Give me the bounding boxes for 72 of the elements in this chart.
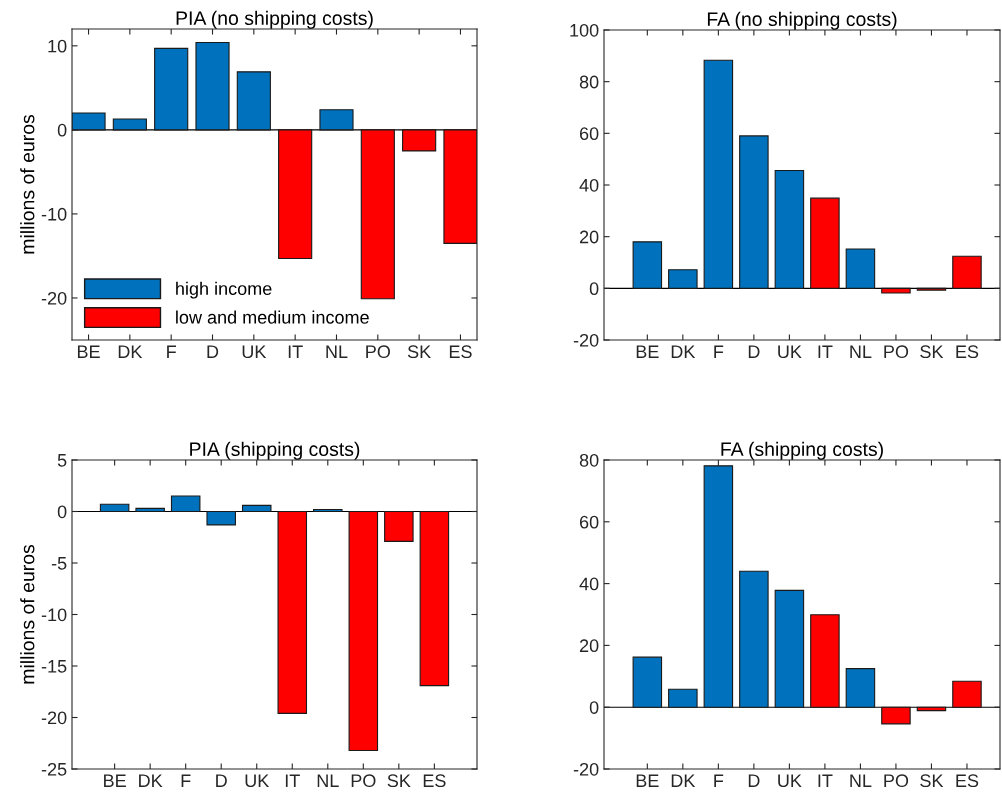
y-tick-label: 60: [579, 127, 599, 141]
x-tick-label: F: [167, 345, 176, 358]
x-tick-label: ES: [956, 774, 979, 788]
x-tick-label: SK: [407, 345, 431, 359]
y-tick-label: -20: [573, 762, 599, 776]
x-tick-label: BE: [636, 345, 659, 358]
x-tick-label: SK: [387, 774, 411, 788]
x-tick-label: DK: [139, 774, 163, 787]
x-tick-label: UK: [778, 345, 802, 359]
y-tick-label: -10: [41, 207, 67, 221]
x-tick-label: D: [748, 345, 760, 358]
y-tick-label: 80: [579, 453, 599, 467]
y-tick-label: 40: [579, 577, 599, 591]
x-tick-label: IT: [818, 774, 833, 787]
y-tick-label: 100: [570, 23, 599, 37]
x-tick-label: BE: [104, 774, 126, 787]
x-tick-label: F: [714, 774, 724, 787]
y-axis-title: millions of euros: [20, 544, 35, 684]
x-tick-label: IT: [285, 774, 300, 787]
x-tick-label: IT: [818, 345, 833, 358]
x-tick-label: UK: [778, 774, 802, 788]
y-tick-label: -15: [41, 660, 67, 673]
y-tick-label: -5: [51, 557, 67, 570]
y-tick-label: 20: [579, 230, 599, 244]
y-tick-label: -10: [41, 608, 67, 622]
x-tick-label: PO: [884, 345, 909, 359]
chart-title: PIA (no shipping costs): [176, 10, 373, 29]
chart-title: FA (no shipping costs): [707, 11, 897, 30]
x-tick-label: SK: [920, 774, 944, 788]
x-tick-label: NL: [850, 345, 872, 358]
y-tick-label: 0: [57, 123, 67, 137]
legend-label: high income: [176, 281, 272, 299]
x-tick-label: UK: [242, 345, 267, 359]
x-tick-label: UK: [245, 774, 270, 788]
y-tick-label: 20: [579, 639, 599, 653]
chart-title: PIA (shipping costs): [190, 441, 360, 460]
legend-label: low and medium income: [176, 310, 369, 324]
x-tick-label: PO: [366, 345, 390, 359]
x-tick-label: SK: [920, 345, 944, 359]
x-tick-label: F: [714, 345, 724, 358]
y-tick-label: -25: [41, 762, 67, 776]
x-tick-label: NL: [850, 774, 872, 787]
x-tick-label: ES: [423, 774, 446, 788]
y-tick-label: 0: [589, 282, 599, 296]
y-axis-title: millions of euros: [20, 114, 35, 254]
x-tick-label: D: [216, 774, 227, 787]
y-tick-label: 0: [589, 701, 599, 714]
x-tick-label: PO: [884, 774, 909, 788]
y-tick-label: 5: [57, 454, 67, 467]
y-tick-label: 80: [579, 75, 599, 89]
x-tick-label: DK: [118, 345, 143, 358]
x-tick-label: D: [207, 345, 219, 358]
x-tick-label: D: [748, 774, 760, 787]
y-tick-label: -20: [573, 333, 599, 347]
y-tick-label: 0: [57, 505, 67, 519]
x-tick-label: NL: [326, 345, 348, 358]
y-tick-label: 10: [48, 39, 67, 53]
x-tick-label: PO: [351, 774, 376, 788]
x-tick-label: NL: [317, 774, 339, 787]
y-tick-label: 40: [579, 178, 599, 192]
x-tick-label: BE: [636, 774, 659, 787]
x-tick-label: DK: [671, 774, 696, 787]
x-tick-label: F: [181, 774, 191, 787]
x-tick-label: ES: [956, 345, 979, 359]
y-tick-label: -20: [41, 711, 67, 725]
x-tick-label: BE: [77, 345, 100, 358]
y-tick-label: 60: [579, 515, 599, 529]
chart-title: FA (shipping costs): [721, 441, 883, 460]
x-tick-label: IT: [288, 345, 303, 358]
x-tick-label: ES: [449, 345, 472, 359]
x-tick-label: DK: [671, 345, 696, 358]
y-tick-label: -20: [41, 291, 67, 305]
